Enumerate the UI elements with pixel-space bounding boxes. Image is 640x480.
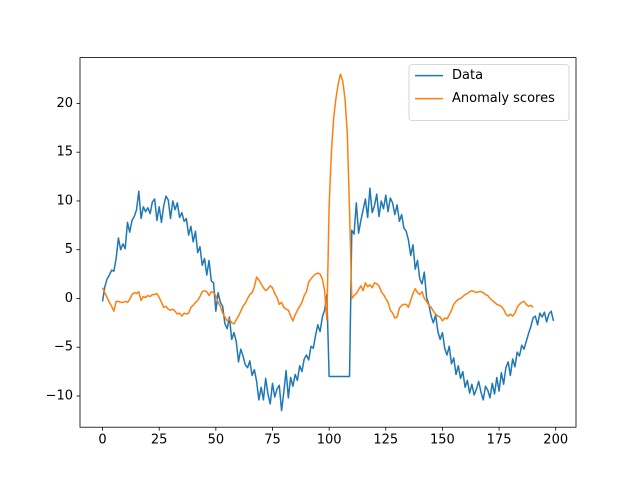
data-line xyxy=(101,73,534,325)
legend-label: Anomaly scores xyxy=(452,91,555,106)
x-tick-label: 0 xyxy=(98,433,106,448)
y-tick-label: 15 xyxy=(56,145,73,160)
x-tick-label: 175 xyxy=(487,433,512,448)
x-tick-label: 150 xyxy=(430,433,455,448)
y-tick-label: 20 xyxy=(56,96,73,111)
x-tick-label: 125 xyxy=(373,433,398,448)
data-line xyxy=(101,187,555,412)
y-tick-label: −5 xyxy=(54,340,73,355)
y-tick-label: 5 xyxy=(65,242,73,257)
axes-frame xyxy=(79,57,577,428)
y-tick-label: 0 xyxy=(65,291,73,306)
x-tick-label: 25 xyxy=(151,433,168,448)
legend-label: Data xyxy=(452,68,483,83)
x-tick-label: 200 xyxy=(543,433,568,448)
y-tick-label: 10 xyxy=(56,193,73,208)
x-tick-label: 75 xyxy=(264,433,281,448)
legend-box xyxy=(408,64,570,121)
x-tick-label: 50 xyxy=(208,433,225,448)
y-tick-label: −10 xyxy=(46,388,73,403)
x-tick-label: 100 xyxy=(317,433,342,448)
